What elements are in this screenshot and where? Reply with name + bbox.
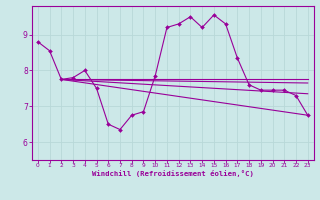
X-axis label: Windchill (Refroidissement éolien,°C): Windchill (Refroidissement éolien,°C)	[92, 170, 254, 177]
